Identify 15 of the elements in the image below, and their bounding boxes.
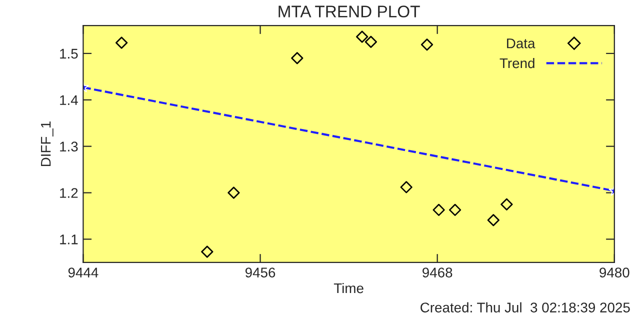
y-tick-label: 1.4 xyxy=(60,95,78,105)
legend-label: Data xyxy=(507,38,536,48)
y-tick-label: 1.5 xyxy=(60,48,78,59)
y-tick-label: 1.1 xyxy=(60,234,78,244)
x-tick-label: 9480 xyxy=(600,268,630,278)
chart-title: MTA TREND PLOT xyxy=(278,6,420,18)
y-tick-label: 1.3 xyxy=(60,142,78,152)
text: Created: Thu Jul 3 02:18:39 2025 xyxy=(420,302,630,312)
x-tick-label: 9456 xyxy=(245,268,276,278)
y-axis-title: DIFF_1 xyxy=(41,122,54,166)
x-axis-title: Time xyxy=(334,282,364,294)
x-tick-label: 9468 xyxy=(422,268,452,278)
y-tick-label: 1.2 xyxy=(60,188,78,198)
x-tick-label: 9444 xyxy=(68,268,98,278)
legend-label: Trend xyxy=(500,58,534,68)
